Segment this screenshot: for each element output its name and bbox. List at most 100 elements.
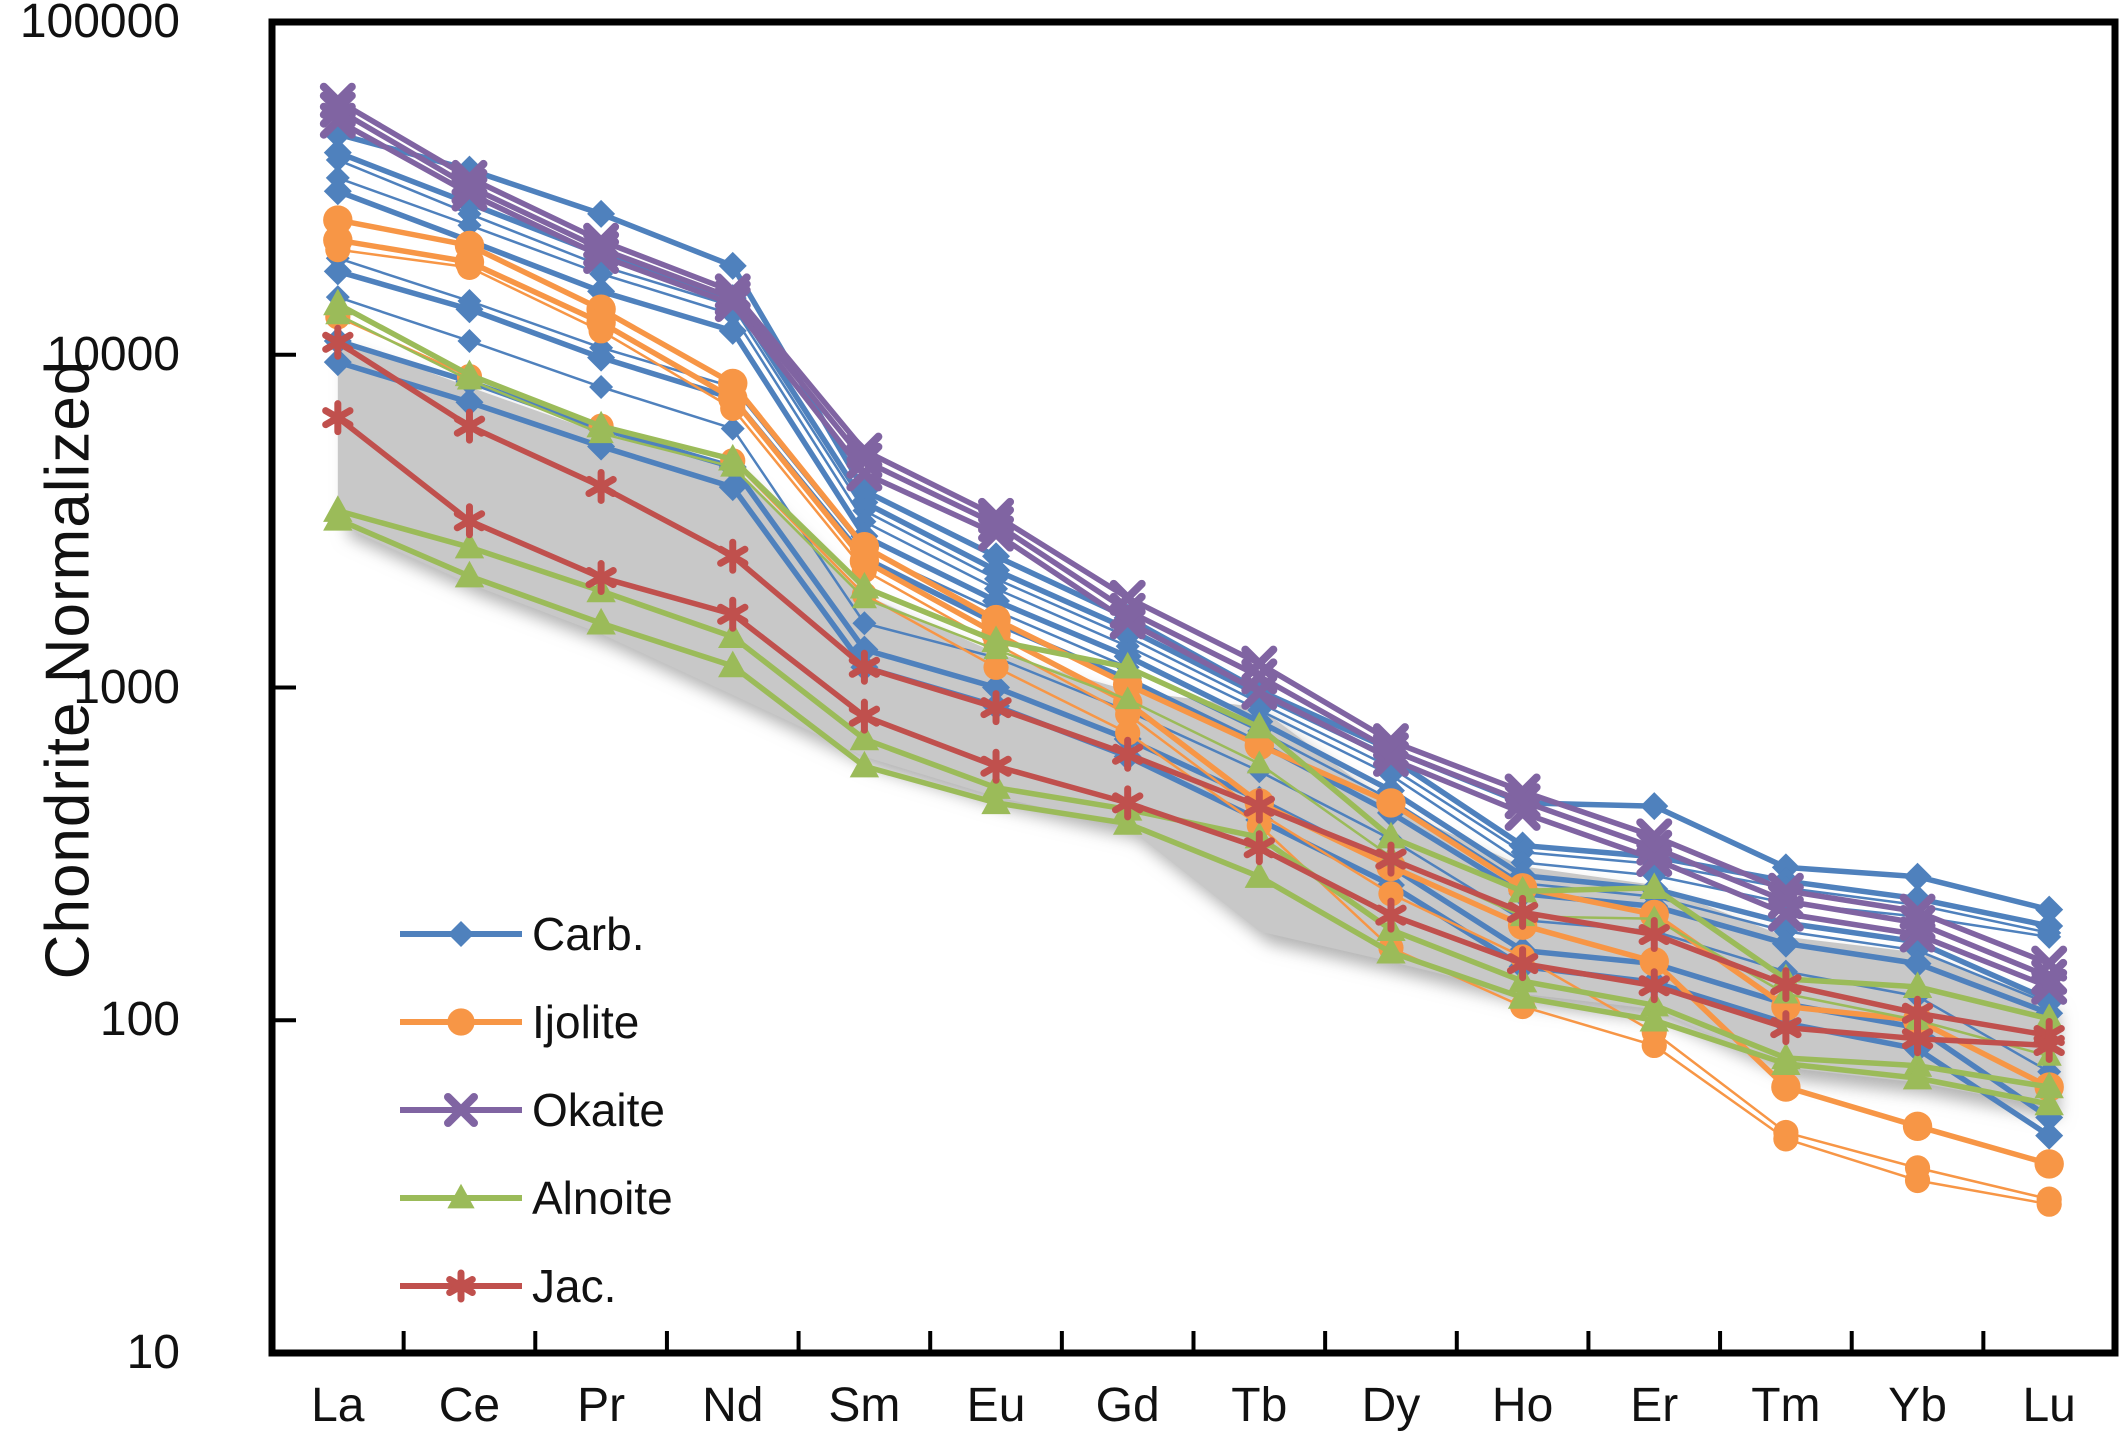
series-line-alnoite bbox=[323, 504, 2064, 1116]
legend-key bbox=[400, 1269, 522, 1302]
legend-label: Ijolite bbox=[532, 995, 640, 1048]
circle-marker-icon bbox=[1902, 1111, 1933, 1142]
diamond-marker-icon bbox=[455, 388, 484, 417]
diamond-marker-icon bbox=[718, 473, 747, 502]
circle-marker-icon bbox=[325, 237, 351, 263]
asterisk-marker-icon bbox=[717, 596, 749, 632]
asterisk-marker-icon bbox=[1243, 788, 1275, 824]
diamond-marker-icon bbox=[325, 147, 350, 172]
triangle-marker-icon bbox=[1244, 861, 1275, 888]
legend-key bbox=[400, 1183, 522, 1208]
x-marker-icon bbox=[846, 455, 883, 492]
series-line-okaite bbox=[319, 102, 2068, 1005]
diamond-marker-icon bbox=[587, 343, 616, 372]
x-marker-icon bbox=[451, 175, 488, 212]
x-marker-icon bbox=[978, 505, 1015, 542]
asterisk-marker-icon bbox=[585, 560, 617, 596]
asterisk-marker-icon bbox=[1375, 897, 1407, 933]
triangle-marker-icon bbox=[2034, 1071, 2064, 1099]
circle-marker-icon bbox=[720, 395, 746, 421]
triangle-marker-icon bbox=[1244, 711, 1275, 739]
triangle-marker-icon bbox=[1771, 1048, 1801, 1075]
diamond-marker-icon bbox=[2035, 1121, 2064, 1150]
x-marker-icon bbox=[2031, 958, 2068, 995]
triangle-marker-icon bbox=[849, 723, 880, 751]
x-marker-icon bbox=[1109, 592, 1146, 629]
legend-label: Carb. bbox=[532, 907, 645, 960]
series-line-jac bbox=[322, 400, 2065, 1063]
x-marker-icon bbox=[1372, 740, 1409, 777]
triangle-marker-icon bbox=[983, 636, 1009, 660]
triangle-marker-icon bbox=[1639, 1004, 1669, 1032]
y-tick-label: 1000 bbox=[73, 660, 180, 714]
asterisk-marker-icon bbox=[980, 748, 1012, 784]
circle-marker-icon bbox=[2036, 1191, 2062, 1217]
circle-marker-icon bbox=[456, 254, 483, 281]
asterisk-marker-icon bbox=[453, 503, 486, 539]
triangle-marker-icon bbox=[1246, 750, 1272, 774]
asterisk-marker-icon bbox=[322, 400, 354, 436]
circle-marker-icon bbox=[1641, 1032, 1667, 1059]
triangle-marker-icon bbox=[447, 1183, 475, 1208]
circle-marker-icon bbox=[1773, 1126, 1799, 1152]
triangle-marker-icon bbox=[1639, 872, 1669, 900]
asterisk-marker-icon bbox=[453, 408, 486, 444]
triangle-marker-icon bbox=[1112, 651, 1143, 679]
circle-marker-icon bbox=[1639, 946, 1669, 977]
x-tick-label-pr: Pr bbox=[577, 1379, 626, 1432]
triangle-marker-icon bbox=[323, 504, 353, 531]
x-tick-label-yb: Yb bbox=[1888, 1379, 1947, 1432]
asterisk-marker-icon bbox=[1770, 1010, 1802, 1046]
legend-label: Alnoite bbox=[532, 1171, 673, 1224]
asterisk-marker-icon bbox=[2033, 1027, 2065, 1063]
triangle-marker-icon bbox=[718, 621, 748, 649]
x-marker-icon bbox=[319, 91, 356, 128]
y-tick-label: 100000 bbox=[19, 0, 180, 48]
legend-item-jac: Jac. bbox=[396, 1256, 673, 1315]
diamond-marker-icon bbox=[448, 920, 474, 947]
triangle-marker-icon bbox=[325, 301, 351, 325]
triangle-marker-icon bbox=[454, 560, 485, 588]
diamond-marker-icon bbox=[457, 328, 482, 353]
x-marker-icon bbox=[1767, 895, 1804, 932]
legend-item-okaite: Okaite bbox=[396, 1080, 673, 1139]
triangle-marker-icon bbox=[851, 585, 877, 609]
diamond-marker-icon bbox=[1771, 929, 1800, 958]
triangle-marker-icon bbox=[720, 453, 746, 477]
x-marker-icon bbox=[714, 286, 751, 323]
x-marker-icon bbox=[444, 1092, 478, 1127]
legend: Carb. Ijolite Okaite Alnoite Jac. bbox=[396, 904, 673, 1344]
triangle-marker-icon bbox=[1115, 686, 1141, 710]
asterisk-marker-icon bbox=[1112, 736, 1144, 772]
y-tick-label: 10 bbox=[126, 1326, 180, 1379]
circle-marker-icon bbox=[323, 205, 353, 235]
diamond-marker-icon bbox=[982, 542, 1011, 571]
circle-marker-icon bbox=[447, 1007, 475, 1036]
diamond-marker-icon bbox=[2037, 924, 2062, 949]
x-marker-icon bbox=[319, 102, 356, 139]
x-tick-label-dy: Dy bbox=[1361, 1379, 1421, 1432]
triangle-marker-icon bbox=[1112, 808, 1143, 835]
diamond-marker-icon bbox=[718, 316, 747, 345]
legend-item-alnoite: Alnoite bbox=[396, 1168, 673, 1227]
triangle-marker-icon bbox=[718, 650, 748, 678]
x-marker-icon bbox=[583, 238, 620, 275]
circle-marker-icon bbox=[2034, 1149, 2064, 1179]
triangle-marker-icon bbox=[1507, 982, 1538, 1009]
asterisk-marker-icon bbox=[848, 698, 881, 734]
triangle-marker-icon bbox=[1641, 905, 1667, 929]
asterisk-marker-icon bbox=[1901, 1021, 1934, 1057]
x-marker-icon bbox=[1899, 916, 1936, 953]
x-tick-label-nd: Nd bbox=[702, 1379, 764, 1432]
x-marker-icon bbox=[1372, 732, 1409, 769]
circle-marker-icon bbox=[1378, 881, 1404, 907]
x-tick-label-lu: Lu bbox=[2022, 1379, 2076, 1432]
triangle-marker-icon bbox=[2034, 1003, 2064, 1031]
asterisk-marker-icon bbox=[1243, 830, 1275, 866]
x-marker-icon bbox=[1636, 841, 1673, 878]
circle-marker-icon bbox=[1904, 1167, 1931, 1194]
x-marker-icon bbox=[1109, 603, 1146, 640]
x-tick-label-ce: Ce bbox=[438, 1379, 501, 1432]
